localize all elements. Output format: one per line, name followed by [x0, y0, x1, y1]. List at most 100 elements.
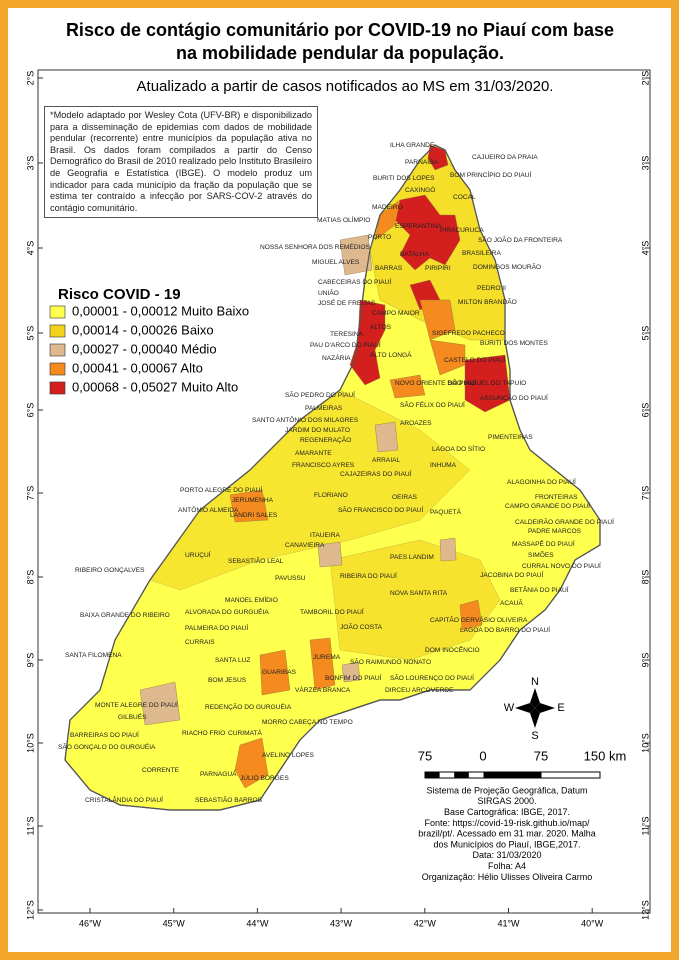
municipality-label: AVELINO LOPES — [262, 752, 315, 759]
municipality-label: TERESINA — [330, 331, 364, 338]
municipality-label: CAJAZEIRAS DO PIAUÍ — [340, 469, 412, 478]
municipality-label: CALDEIRÃO GRANDE DO PIAUÍ — [515, 517, 614, 526]
municipality-label: PAQUETÁ — [430, 507, 462, 516]
municipality-label: JÚLIO BORGES — [240, 773, 289, 782]
municipality-label: ALVORADA DO GURGUÉIA — [185, 607, 269, 616]
municipality-label: JUREMA — [313, 654, 341, 661]
latitude-label: 5°S — [25, 326, 35, 341]
latitude-label: 7°S — [25, 486, 35, 501]
municipality-label: SANTO ANTÔNIO DOS MILAGRES — [252, 415, 359, 424]
municipality-label: MATIAS OLÍMPIO — [317, 215, 370, 224]
latitude-label: 2°S — [25, 71, 35, 86]
municipality-label: CORRENTE — [142, 767, 180, 774]
latitude-label: 3°S — [25, 156, 35, 171]
latitude-label: 11°S — [25, 817, 35, 836]
municipality-label: SÃO JOÃO DA FRONTEIRA — [478, 235, 563, 244]
legend-label: 0,00041 - 0,00067 Alto — [72, 360, 203, 375]
municipality-label: REGENERAÇÃO — [300, 435, 351, 444]
legend-swatch — [49, 362, 66, 376]
credit-line: Folha: A4 — [488, 861, 526, 871]
longitude-label: 42°W — [414, 918, 437, 928]
municipality-label: SÃO PEDRO DO PIAUÍ — [285, 390, 355, 399]
region — [459, 599, 483, 631]
municipality-label: FRANCISCO AYRES — [292, 462, 355, 469]
compass-label: W — [504, 702, 515, 714]
credit-line: dos Municípios do Piauí, IBGE,2017. — [433, 839, 580, 849]
region — [394, 194, 461, 271]
title: Risco de contágio comunitário por COVID-… — [66, 20, 614, 40]
municipality-label: MIGUEL ALVES — [312, 259, 360, 266]
municipality-label: SÃO LOURENÇO DO PIAUÍ — [390, 673, 474, 682]
municipality-label: RIACHO FRIO — [182, 730, 225, 737]
region — [309, 637, 336, 691]
state-map — [64, 144, 601, 811]
municipality-label: SIGEFREDO PACHECO — [432, 330, 505, 337]
municipality-label: SÃO MIGUEL DO TAPUIO — [448, 378, 526, 387]
municipality-label: PIRACURUCA — [440, 227, 484, 234]
scale-bar: 75 0 75 150 km — [418, 748, 627, 779]
subtitle: Atualizado a partir de casos notificados… — [137, 78, 554, 95]
municipality-label: CRISTALÂNDIA DO PIAUÍ — [85, 795, 163, 804]
region — [349, 299, 386, 386]
scale-bar-segment — [454, 772, 469, 778]
region — [317, 541, 343, 568]
municipality-label: BARRAS — [375, 265, 403, 272]
compass-arrow — [530, 708, 540, 728]
municipality-label: DIRCEU ARCOVERDE — [385, 687, 454, 694]
municipality-label: MADEIRO — [372, 204, 403, 211]
longitude-label: 43°W — [330, 918, 353, 928]
municipality-label: ALTO LONGÁ — [370, 350, 412, 359]
municipality-label: PAES LANDIM — [390, 554, 434, 561]
municipality-label: JACOBINA DO PIAUÍ — [480, 570, 544, 579]
municipality-label: PARNAÍBA — [405, 157, 438, 166]
municipality-label: VÁRZEA BRANCA — [295, 685, 351, 694]
municipality-label: CABECEIRAS DO PIAUÍ — [318, 277, 391, 286]
municipality-label: PAU D'ARCO DO PIAUÍ — [310, 340, 381, 349]
municipality-label: CAPITÃO GERVÁSIO OLIVEIRA — [430, 615, 528, 624]
region — [374, 421, 399, 453]
municipality-label: FRONTEIRAS — [535, 494, 578, 501]
municipality-label: SANTA LUZ — [215, 657, 250, 664]
compass-arrow — [530, 688, 540, 708]
credit-line: Data: 31/03/2020 — [472, 850, 541, 860]
longitude-label: 40°W — [581, 918, 604, 928]
scale-label: 0 — [479, 748, 486, 763]
scale-bar-segment — [425, 772, 440, 778]
longitude-label: 41°W — [497, 918, 520, 928]
legend-swatch — [49, 343, 66, 357]
region — [234, 737, 269, 789]
municipality-label: ALAGOINHA DO PIAUÍ — [507, 477, 576, 486]
municipality-label: MANOEL EMÍDIO — [225, 595, 278, 604]
municipality-label: ITAUEIRA — [310, 532, 341, 539]
municipality-label: JARDIM DO MULATO — [285, 427, 350, 434]
scale-label: 150 km — [584, 748, 627, 763]
municipality-label: FLORIANO — [314, 492, 348, 499]
latitude-label: 6°S — [25, 403, 35, 418]
region — [229, 489, 269, 523]
compass: N S W E — [504, 676, 565, 742]
municipality-label: JOSÉ DE FREITAS — [318, 298, 376, 307]
municipality-label: NAZÁRIA — [322, 353, 351, 362]
municipality-label: CAMPO MAIOR — [372, 310, 420, 317]
municipality-label: CURRAL NOVO DO PIAUÍ — [522, 561, 601, 570]
municipality-label: RIBEIRA DO PIAUÍ — [340, 571, 397, 580]
municipality-label: PEDRO II — [477, 285, 506, 292]
municipality-label: BOM JESUS — [208, 677, 247, 684]
scale-label: 75 — [418, 748, 432, 763]
compass-arrow — [535, 703, 555, 713]
municipality-label: ASSUNÇÃO DO PIAUÍ — [480, 393, 548, 402]
municipality-label: SÃO GONÇALO DO GURGUÉIA — [58, 742, 156, 751]
municipality-label: ILHA GRANDE — [390, 142, 435, 149]
municipality-label: MASSAPÊ DO PIAUÍ — [512, 539, 575, 548]
longitude-label: 46°W — [79, 918, 102, 928]
latitude-label: 12°S — [25, 900, 35, 920]
region — [139, 681, 181, 726]
municipality-label: OEIRAS — [392, 494, 418, 501]
credit-line: brazil/pt/. Acessado em 31 mar. 2020. Ma… — [418, 829, 596, 839]
municipality-label: LAGOA DO BARRO DO PIAUÍ — [460, 625, 550, 634]
legend-title: Risco COVID - 19 — [58, 286, 181, 303]
municipality-label: CURRAIS — [185, 639, 215, 646]
municipality-label: CAJUEIRO DA PRAIA — [472, 154, 538, 161]
municipality-label: DOMINGOS MOURÃO — [473, 262, 541, 271]
